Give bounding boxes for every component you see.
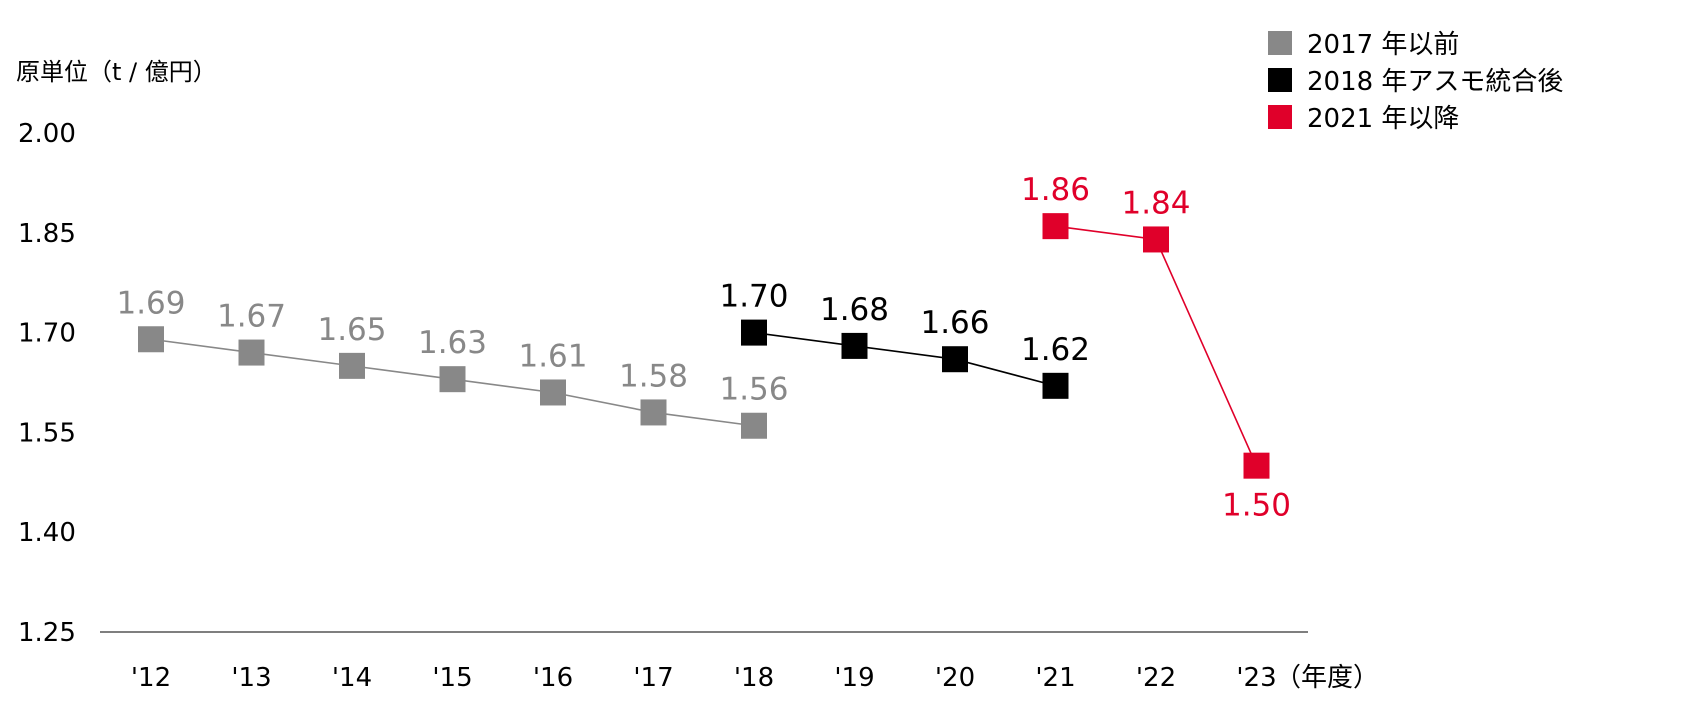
data-point-marker [640,399,667,426]
data-point-marker [741,412,767,439]
y-ticks: 2.00 1.85 1.70 1.55 1.40 1.25 [18,119,76,648]
data-point-marker [1042,213,1069,240]
y-tick-label: 1.55 [18,418,76,448]
x-tick-label: '14 [332,663,372,693]
y-tick-label: 1.85 [18,219,76,249]
data-point-marker [540,379,566,406]
data-point-marker [238,339,265,366]
legend-label: 2018 年アスモ統合後 [1307,67,1563,97]
data-label: 1.84 [1121,185,1190,221]
series-group: 1.70 1.68 1.66 1.62 [719,279,1090,399]
data-label: 1.70 [719,279,788,315]
series-group: 1.69 1.67 1.65 1.63 1.61 1.58 1.56 [116,285,789,439]
data-point-marker [942,346,968,373]
x-tick-label: '13 [231,663,271,693]
x-tick-label: '23 [1236,663,1276,693]
x-tick-label: '12 [131,663,171,693]
data-point-marker [339,352,365,379]
data-point-marker [741,319,767,346]
series-line [753,331,1056,387]
data-label: 1.66 [920,305,989,341]
data-label: 1.63 [418,325,487,361]
x-tick-label: '22 [1136,663,1176,693]
data-point-marker [1042,372,1069,399]
data-label: 1.68 [820,292,889,328]
data-label: 1.69 [116,285,185,321]
x-axis-unit: （年度） [1275,663,1379,693]
legend: 2017 年以前 2018 年アスモ統合後 2021 年以降 [1268,30,1563,134]
data-label: 1.58 [619,358,688,394]
data-label: 1.86 [1021,172,1090,208]
x-ticks: '12 '13 '14 '15 '16 '17 '18 '19 '20 '21 '22 '23 [131,663,1277,693]
data-point-marker [439,366,466,393]
legend-label: 2017 年以前 [1307,30,1459,60]
data-point-marker [138,326,164,353]
y-axis-title: 原単位（t / 億円） [16,58,217,86]
data-point-marker [1143,226,1169,253]
y-tick-label: 1.40 [18,518,76,548]
x-tick-label: '16 [533,663,573,693]
y-tick-label: 1.25 [18,618,76,648]
series-layer: 1.69 1.67 1.65 1.63 1.61 1.58 1.56 1.70 1.68 1.66… [116,172,1291,524]
data-label: 1.65 [317,312,386,348]
data-label: 1.56 [719,372,788,408]
x-tick-label: '17 [633,663,673,693]
data-label: 1.67 [217,299,286,335]
legend-swatch [1268,68,1292,92]
x-tick-label: '18 [734,663,774,693]
legend-swatch [1268,31,1292,55]
x-tick-label: '15 [432,663,472,693]
data-label: 1.62 [1021,332,1090,368]
series-group: 1.86 1.84 1.50 [1021,172,1291,524]
legend-label: 2021 年以降 [1307,104,1459,134]
data-label: 1.61 [518,338,587,374]
x-tick-label: '20 [935,663,975,693]
x-tick-label: '21 [1035,663,1075,693]
y-tick-label: 1.70 [18,319,76,349]
data-point-marker [841,332,868,359]
data-point-marker [1243,452,1270,479]
data-label: 1.50 [1222,488,1291,524]
legend-swatch [1268,105,1292,129]
x-tick-label: '19 [834,663,874,693]
y-tick-label: 2.00 [18,119,76,149]
